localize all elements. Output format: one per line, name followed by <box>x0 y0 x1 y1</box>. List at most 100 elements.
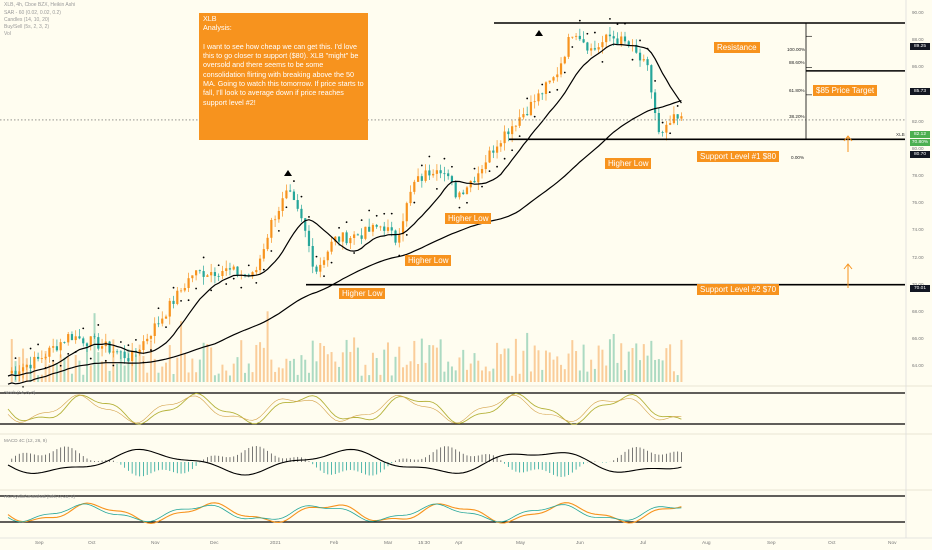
symbol-header[interactable]: XLB, 4h, Cboe BZX, Heikin Ashi <box>4 2 76 8</box>
volume-bar <box>86 343 89 382</box>
volume-bar <box>59 354 62 382</box>
legend-vol[interactable]: Vol <box>4 31 11 37</box>
sar-dot <box>383 212 386 215</box>
candle-body <box>217 275 220 277</box>
sar-dot <box>142 361 145 364</box>
volume-bar <box>567 353 570 382</box>
sar-dot <box>578 19 581 22</box>
x-tick-label: Sep <box>35 541 44 546</box>
volume-bar <box>198 359 201 382</box>
volume-bar <box>620 343 623 382</box>
volume-bar <box>518 373 521 382</box>
sar-dot <box>639 39 641 42</box>
volume-bar <box>537 350 540 382</box>
macd-title[interactable]: MACD 4C (12, 26, 9) <box>4 438 47 443</box>
candle-body <box>623 36 627 42</box>
fib-382: 38.20% <box>789 114 805 119</box>
sar-dot <box>247 264 250 267</box>
volume-bar <box>356 347 359 382</box>
candle-body <box>304 218 307 231</box>
volume-bar <box>262 347 265 382</box>
higher-low-label-1[interactable]: Higher Low <box>339 288 386 299</box>
candle-body <box>601 42 604 48</box>
candle-body <box>36 356 40 359</box>
sar-dot <box>541 83 544 86</box>
candle-body <box>480 169 484 174</box>
price-box-support2: 70.01 <box>910 285 930 292</box>
legend-sar[interactable]: SAR - 60 (0.02, 0.02, 0.2) <box>4 10 61 16</box>
candle-body <box>672 114 676 124</box>
candle-body <box>499 143 502 147</box>
candle-body <box>85 343 89 347</box>
volume-bar <box>447 361 450 382</box>
sar-dot <box>556 88 559 91</box>
volume-bar <box>93 313 96 382</box>
volume-bar <box>97 352 100 382</box>
volume-bar <box>405 364 408 382</box>
volume-bar <box>142 355 145 382</box>
sar-dot <box>44 366 47 369</box>
volume-bar <box>341 352 344 382</box>
volume-bar <box>183 353 186 382</box>
sar-dot <box>669 132 672 135</box>
candle-body <box>63 342 66 343</box>
candle-body <box>168 300 171 317</box>
candle-body <box>484 162 487 170</box>
analysis-note[interactable]: XLB Analysis: I want to see how cheap we … <box>199 13 368 140</box>
volume-bar <box>285 358 288 382</box>
volume-bar <box>371 352 374 382</box>
candle-body <box>435 170 438 174</box>
ma50-line <box>7 43 682 377</box>
candle-body <box>424 170 427 181</box>
rsi-title[interactable]: RSI cyclic/smoothed (Ichi, 9, 23, 9) <box>4 494 75 499</box>
sar-dot <box>150 349 152 351</box>
volume-bar <box>221 364 224 382</box>
sar-dot <box>277 229 280 232</box>
candle-body <box>548 80 551 83</box>
volume-bar <box>330 352 333 382</box>
stoch-d-line <box>7 394 682 424</box>
sar-dot <box>180 299 182 302</box>
price-target-label[interactable]: $85 Price Target <box>813 85 878 96</box>
resistance-label[interactable]: Resistance <box>714 42 760 53</box>
volume-bar <box>432 345 435 382</box>
volume-bar <box>560 364 563 382</box>
higher-low-label-2[interactable]: Higher Low <box>405 255 452 266</box>
x-tick-label: Oct <box>88 541 96 546</box>
volume-bar <box>605 365 608 382</box>
sar-dot <box>255 281 258 284</box>
candle-body <box>492 150 495 153</box>
volume-bar <box>639 360 642 382</box>
y-tick-label: 78.00 <box>912 173 924 178</box>
candle-body <box>221 271 224 276</box>
legend-candles[interactable]: Candles (14, 10, 20) <box>4 17 50 23</box>
stoch-title[interactable]: Stoch (14, 3, 3) <box>4 390 36 395</box>
volume-bar <box>296 374 299 382</box>
candle-body <box>172 300 175 304</box>
candle-body <box>232 266 235 270</box>
volume-bar <box>578 370 581 382</box>
support2-label[interactable]: Support Level #2 $70 <box>697 284 780 295</box>
sar-dot <box>82 327 85 330</box>
candle-body <box>428 170 431 176</box>
indicator-panes <box>0 385 932 524</box>
volume-bar <box>206 344 209 382</box>
parabolic-sar-dots <box>14 17 679 388</box>
candle-body <box>544 82 548 94</box>
volume-bar <box>424 362 427 382</box>
candle-body <box>469 180 472 188</box>
higher-low-label-4[interactable]: Higher Low <box>605 158 652 169</box>
sar-dot <box>571 46 574 48</box>
volume-bar <box>123 365 126 382</box>
sar-dot <box>405 234 408 236</box>
price-box-current: 82.12 <box>910 131 930 138</box>
candle-body <box>680 116 683 119</box>
candle-body <box>25 364 28 368</box>
volume-bar <box>153 358 156 382</box>
support1-label[interactable]: Support Level #1 $80 <box>697 151 780 162</box>
candle-body <box>183 288 186 291</box>
legend-buysell[interactable]: Buy/Sell (5s, 2, 3, 2) <box>4 24 50 30</box>
higher-low-label-3[interactable]: Higher Low <box>445 213 492 224</box>
volume-bar <box>571 340 574 382</box>
